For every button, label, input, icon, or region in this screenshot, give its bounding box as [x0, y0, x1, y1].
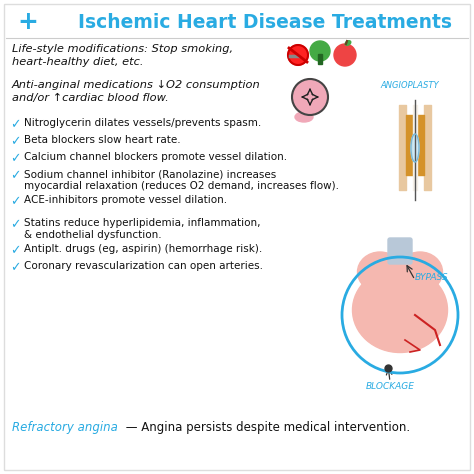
Circle shape	[288, 45, 308, 65]
Text: BYPASS: BYPASS	[415, 273, 448, 283]
Ellipse shape	[345, 41, 351, 46]
FancyBboxPatch shape	[388, 238, 412, 264]
Text: ✓: ✓	[10, 218, 20, 231]
Ellipse shape	[357, 252, 402, 292]
Circle shape	[292, 79, 328, 115]
Text: ✓: ✓	[10, 244, 20, 257]
Circle shape	[334, 44, 356, 66]
Ellipse shape	[353, 267, 447, 353]
Text: Beta blockers slow heart rate.: Beta blockers slow heart rate.	[24, 135, 181, 145]
FancyBboxPatch shape	[4, 4, 470, 470]
Text: Life-style modifications: Stop smoking,
heart-healthy diet, etc.: Life-style modifications: Stop smoking, …	[12, 44, 233, 67]
Ellipse shape	[411, 134, 419, 162]
Text: Antiplt. drugs (eg, aspirin) (hemorrhage risk).: Antiplt. drugs (eg, aspirin) (hemorrhage…	[24, 244, 262, 254]
Text: ✓: ✓	[10, 169, 20, 182]
Text: Anti-anginal medications ↓O2 consumption
and/or ↑cardiac blood flow.: Anti-anginal medications ↓O2 consumption…	[12, 80, 261, 103]
Ellipse shape	[398, 252, 443, 292]
Text: Ischemic Heart Disease Treatments: Ischemic Heart Disease Treatments	[78, 12, 452, 31]
FancyBboxPatch shape	[318, 54, 322, 64]
Text: Refractory angina: Refractory angina	[12, 421, 118, 435]
Text: Sodium channel inhibitor (Ranolazine) increases
myocardial relaxation (reduces O: Sodium channel inhibitor (Ranolazine) in…	[24, 169, 339, 191]
Text: ✓: ✓	[10, 261, 20, 274]
Text: BLOCKAGE: BLOCKAGE	[365, 382, 414, 391]
Text: ACE-inhibitors promote vessel dilation.: ACE-inhibitors promote vessel dilation.	[24, 195, 227, 205]
Text: Nitroglycerin dilates vessels/prevents spasm.: Nitroglycerin dilates vessels/prevents s…	[24, 118, 261, 128]
Ellipse shape	[295, 112, 313, 122]
Text: — Angina persists despite medical intervention.: — Angina persists despite medical interv…	[122, 421, 410, 435]
Text: Statins reduce hyperlipidemia, inflammation,
& endothelial dysfunction.: Statins reduce hyperlipidemia, inflammat…	[24, 218, 261, 240]
Text: Calcium channel blockers promote vessel dilation.: Calcium channel blockers promote vessel …	[24, 152, 287, 162]
Circle shape	[310, 41, 330, 61]
Text: ✓: ✓	[10, 118, 20, 131]
Text: Coronary revascularization can open arteries.: Coronary revascularization can open arte…	[24, 261, 263, 271]
Text: +: +	[18, 10, 38, 34]
Text: ✓: ✓	[10, 135, 20, 148]
Text: ✓: ✓	[10, 195, 20, 208]
Text: ANGIOPLASTY: ANGIOPLASTY	[380, 81, 438, 90]
Text: ✓: ✓	[10, 152, 20, 165]
